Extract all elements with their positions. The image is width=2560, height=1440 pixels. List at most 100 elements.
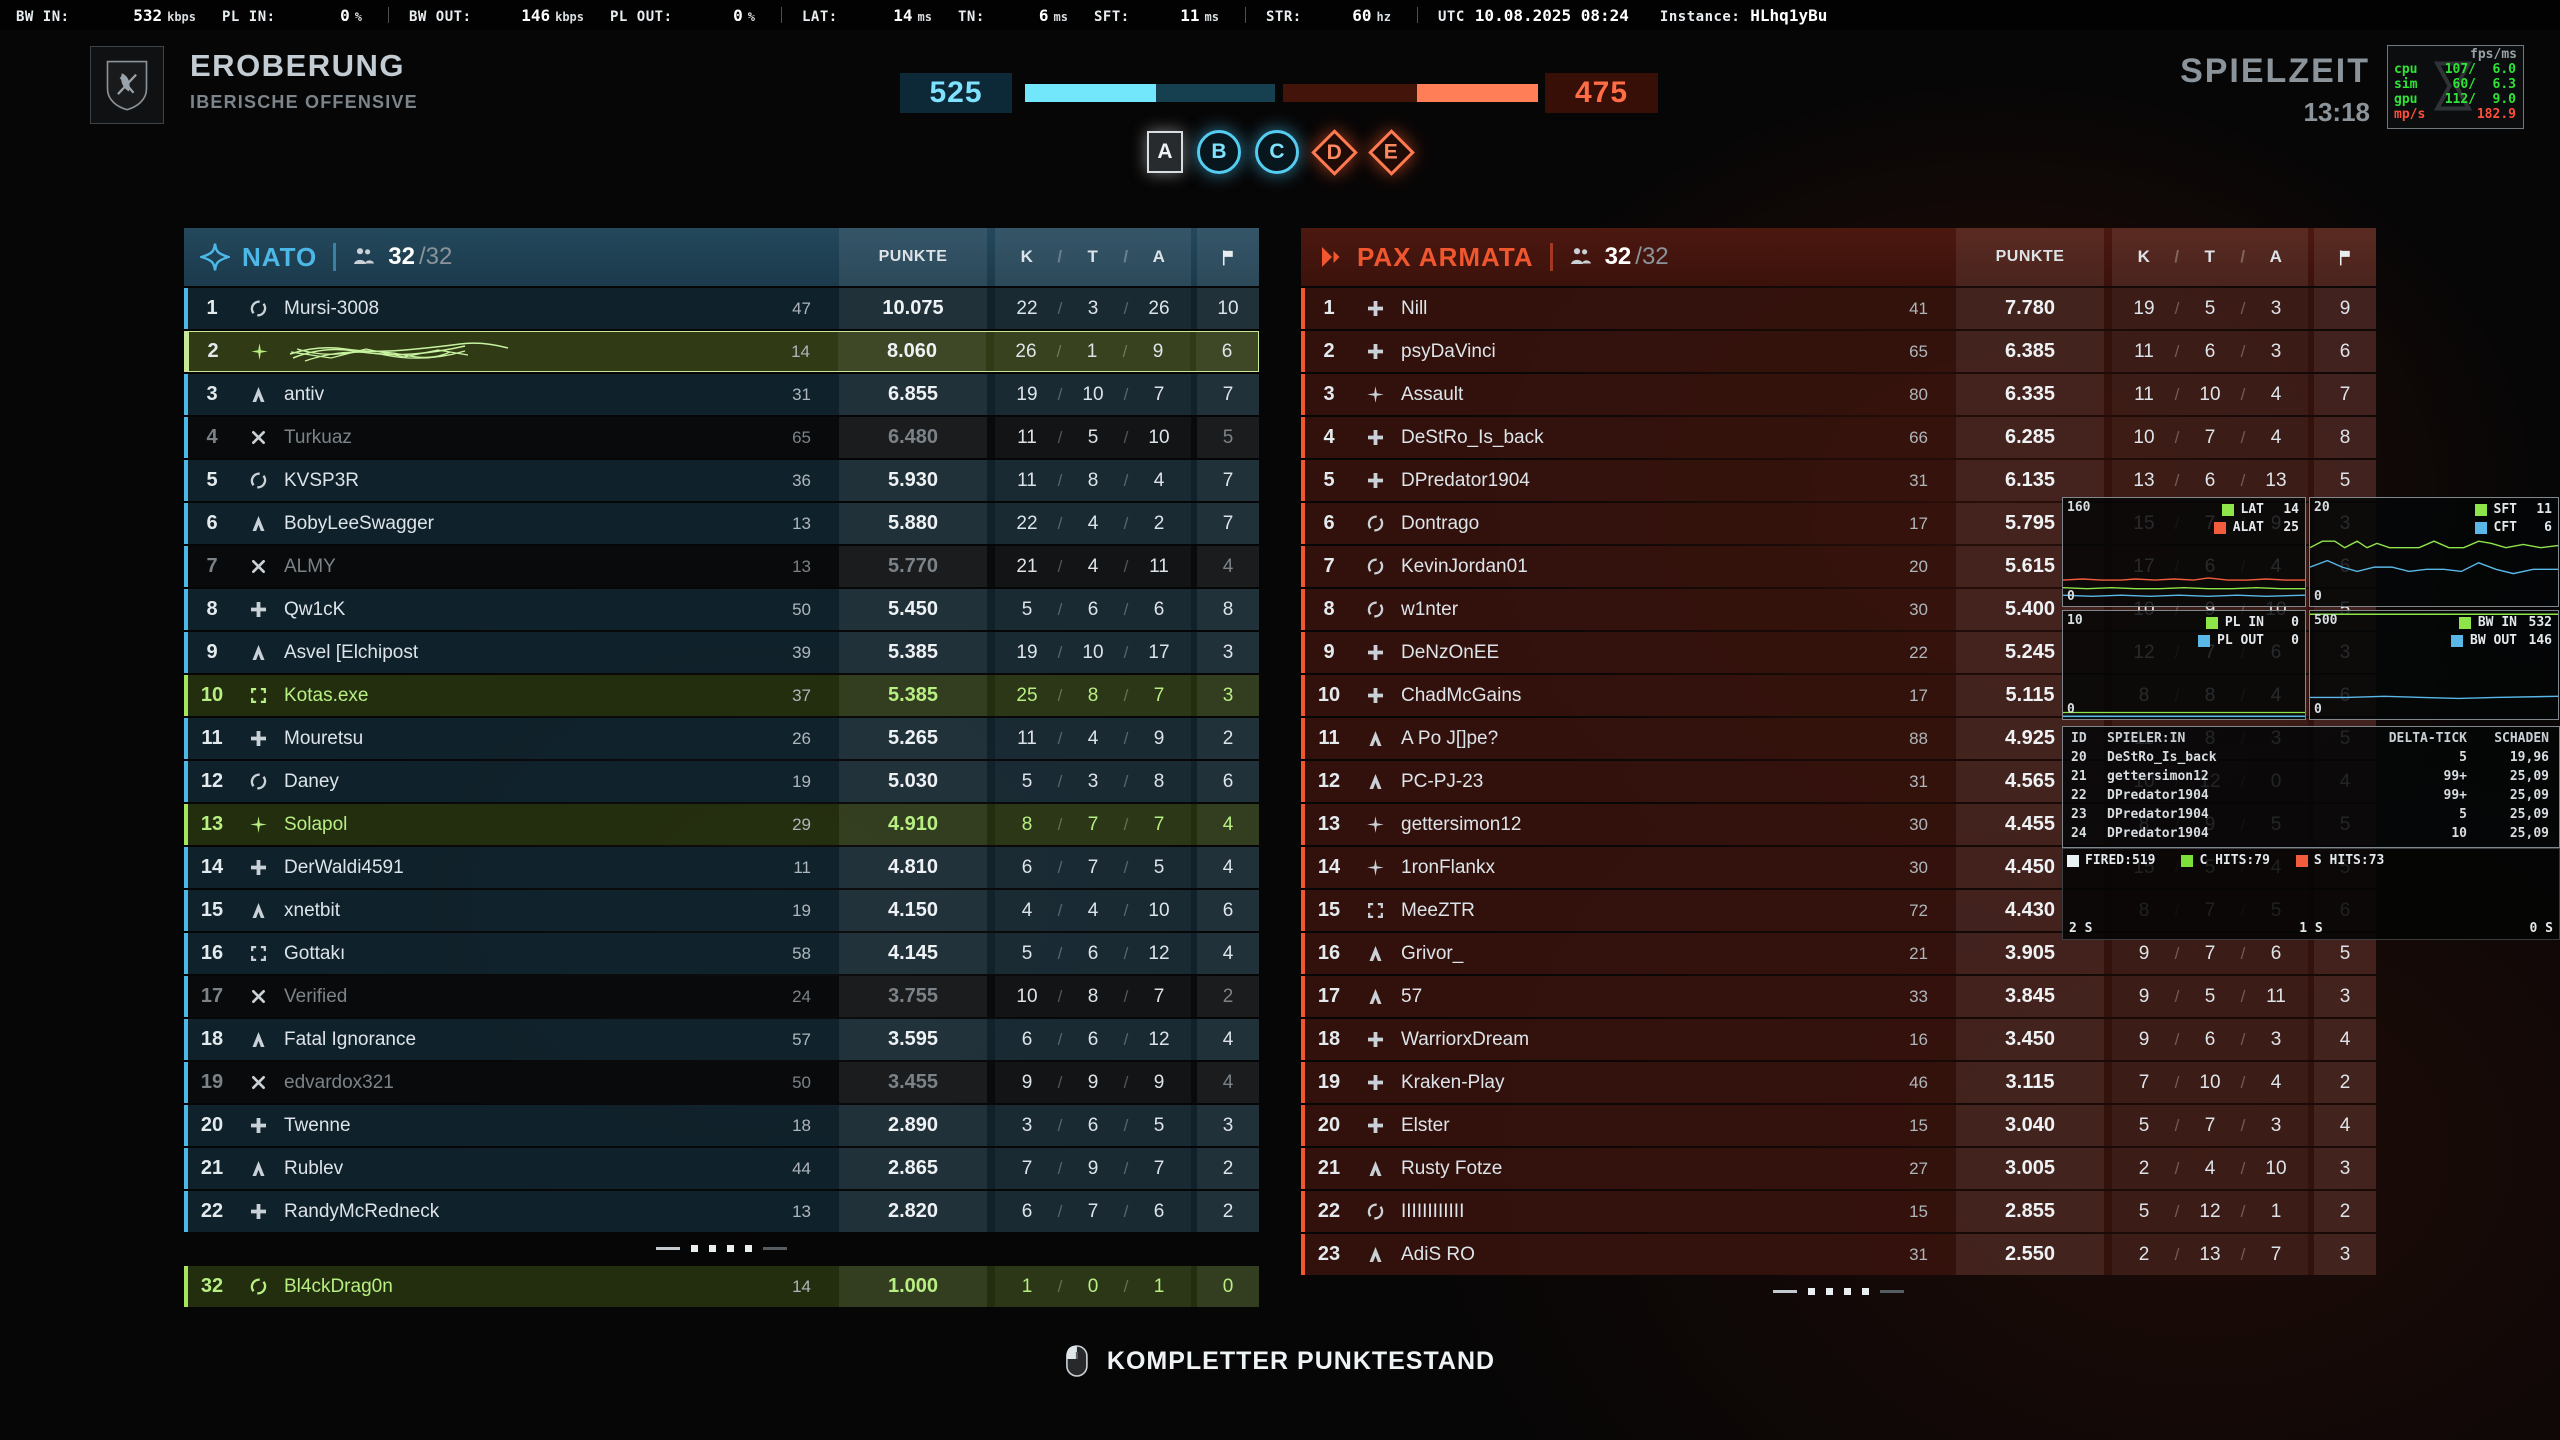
- player-row[interactable]: 13 Solapol 29 4.910 8/7/7 4: [184, 804, 1259, 845]
- hit-table-row: 22 DPredator1904 99+ 25,09: [2071, 788, 2549, 803]
- player-row[interactable]: 11 Mouretsu 26 5.265 11/4/9 2: [184, 718, 1259, 759]
- player-row[interactable]: 12 Daney 19 5.030 5/3/8 6: [184, 761, 1259, 802]
- player-row[interactable]: 22 RandyMcRedneck 13 2.820 6/7/6 2: [184, 1191, 1259, 1232]
- support-class-icon: [240, 1105, 276, 1146]
- nato-scroll-indicator[interactable]: [184, 1232, 1259, 1264]
- player-row[interactable]: 1 Mursi-3008 47 10.075 22/3/26 10: [184, 288, 1259, 329]
- players-icon: [1569, 245, 1593, 269]
- player-name: KVSP3R: [284, 469, 359, 491]
- player-row[interactable]: 21 Rublev 44 2.865 7/9/7 2: [184, 1148, 1259, 1189]
- player-row[interactable]: 14 DerWaldi4591 11 4.810 6/7/5 4: [184, 847, 1259, 888]
- kills-deaths-assists: 5/6/12: [995, 933, 1191, 974]
- assault-class-icon: [240, 1019, 276, 1060]
- player-row[interactable]: 2 psyDaVinci 65 6.385 11/6/3 6: [1301, 331, 2376, 372]
- player-name: edvardox321: [284, 1071, 394, 1093]
- player-row[interactable]: 2 14 8.060 26/1/9 6: [184, 331, 1259, 372]
- status-item: BW OUT: 146 kbps: [409, 5, 584, 25]
- player-row[interactable]: 3 antiv 31 6.855 19/10/7 7: [184, 374, 1259, 415]
- player-row[interactable]: 5 DPredator1904 31 6.135 13/6/13 5: [1301, 460, 2376, 501]
- player-points: 5.930: [839, 460, 987, 501]
- player-points: 5.880: [839, 503, 987, 544]
- playtime-block: SPIELZEIT 13:18: [2180, 52, 2370, 128]
- player-row[interactable]: 4 Turkuaz 65 6.480 11/5/10 5: [184, 417, 1259, 458]
- player-row[interactable]: 4 DeStRo_Is_back 66 6.285 10/7/4 8: [1301, 417, 2376, 458]
- assault-class-icon: [1357, 1148, 1393, 1189]
- player-row[interactable]: 20 Elster 15 3.040 5/7/3 4: [1301, 1105, 2376, 1146]
- player-row[interactable]: 3 Assault 80 6.335 11/10/4 7: [1301, 374, 2376, 415]
- full-scoreboard-hint[interactable]: KOMPLETTER PUNKTESTAND: [1065, 1344, 1495, 1378]
- player-row[interactable]: 20 Twenne 18 2.890 3/6/5 3: [184, 1105, 1259, 1146]
- player-row[interactable]: 17 57 33 3.845 9/5/11 3: [1301, 976, 2376, 1017]
- player-points: 6.135: [1956, 460, 2104, 501]
- kills-deaths-assists: 19/10/17: [995, 632, 1191, 673]
- player-points: 1.000: [839, 1266, 987, 1307]
- flag-c: C: [1255, 130, 1299, 174]
- player-level: 66: [1909, 427, 1928, 447]
- flag-captures: 2: [1197, 718, 1259, 759]
- player-rank: 15: [200, 899, 224, 921]
- flag-captures: 5: [2314, 460, 2376, 501]
- flag-d: D: [1311, 128, 1358, 176]
- jet-class-icon: [1357, 804, 1393, 845]
- player-level: 47: [792, 298, 811, 318]
- player-row[interactable]: 6 BobyLeeSwagger 13 5.880 22/4/2 7: [184, 503, 1259, 544]
- player-points: 6.285: [1956, 417, 2104, 458]
- flag-a: A: [1147, 131, 1183, 173]
- player-name: IIIIIIIIIIII: [1401, 1200, 1465, 1222]
- player-rank: 14: [1317, 856, 1341, 878]
- player-points: 4.910: [839, 804, 987, 845]
- player-rank: 22: [200, 1200, 224, 1222]
- gamemode-title: EROBERUNG: [190, 48, 406, 83]
- player-row[interactable]: 19 Kraken-Play 46 3.115 7/10/4 2: [1301, 1062, 2376, 1103]
- player-row[interactable]: 19 edvardox321 50 3.455 9/9/9 4: [184, 1062, 1259, 1103]
- player-name: [277, 332, 752, 371]
- player-row[interactable]: 22 IIIIIIIIIIII 15 2.855 5/12/1 2: [1301, 1191, 2376, 1232]
- support-class-icon: [240, 589, 276, 630]
- divider: [1549, 243, 1553, 271]
- player-row[interactable]: 15 xnetbit 19 4.150 4/4/10 6: [184, 890, 1259, 931]
- player-level: 17: [1909, 513, 1928, 533]
- player-count: 32: [388, 243, 415, 270]
- player-row[interactable]: 1 Nill 41 7.780 19/5/3 9: [1301, 288, 2376, 329]
- ticket-bar-right: [1283, 84, 1538, 102]
- player-name: gettersimon12: [1401, 813, 1522, 835]
- player-row[interactable]: 16 Gottakı 58 4.145 5/6/12 4: [184, 933, 1259, 974]
- player-name: Fatal Ignorance: [284, 1028, 417, 1050]
- player-row[interactable]: 23 AdiS RO 31 2.550 2/13/7 3: [1301, 1234, 2376, 1275]
- player-name: DeStRo_Is_back: [1401, 426, 1544, 448]
- player-row[interactable]: 18 Fatal Ignorance 57 3.595 6/6/12 4: [184, 1019, 1259, 1060]
- player-level: 20: [1909, 556, 1928, 576]
- player-rank: 12: [200, 770, 224, 792]
- player-row[interactable]: 32 Bl4ckDrag0n 14 1.000 1/0/1 0: [184, 1266, 1259, 1307]
- player-row[interactable]: 10 Kotas.exe 37 5.385 25/8/7 3: [184, 675, 1259, 716]
- player-row[interactable]: 18 WarriorxDream 16 3.450 9/6/3 4: [1301, 1019, 2376, 1060]
- kills-deaths-assists: 5/6/6: [995, 589, 1191, 630]
- player-row[interactable]: 8 Qw1cK 50 5.450 5/6/6 8: [184, 589, 1259, 630]
- player-name: Rusty Fotze: [1401, 1157, 1503, 1179]
- player-row[interactable]: 7 ALMY 13 5.770 21/4/11 4: [184, 546, 1259, 587]
- flag-captures: 4: [1197, 847, 1259, 888]
- player-row[interactable]: 9 Asvel [Elchipost 39 5.385 19/10/17 3: [184, 632, 1259, 673]
- support-class-icon: [1357, 288, 1393, 329]
- player-row[interactable]: 17 Verified 24 3.755 10/8/7 2: [184, 976, 1259, 1017]
- player-row[interactable]: 21 Rusty Fotze 27 3.005 2/4/10 3: [1301, 1148, 2376, 1189]
- kills-deaths-assists: 21/4/11: [995, 546, 1191, 587]
- player-points: 5.385: [839, 675, 987, 716]
- kills-deaths-assists: 25/8/7: [995, 675, 1191, 716]
- assault-class-icon: [240, 890, 276, 931]
- player-level: 50: [792, 1072, 811, 1092]
- player-row[interactable]: 5 KVSP3R 36 5.930 11/8/4 7: [184, 460, 1259, 501]
- player-points: 3.115: [1956, 1062, 2104, 1103]
- pax-scroll-indicator[interactable]: [1301, 1275, 2376, 1307]
- player-points: 5.030: [839, 761, 987, 802]
- player-level: 30: [1909, 814, 1928, 834]
- kills-deaths-assists: 7/10/4: [2112, 1062, 2308, 1103]
- player-max: /32: [1635, 243, 1669, 270]
- assault-class-icon: [240, 503, 276, 544]
- player-rank: 32: [200, 1275, 224, 1297]
- full-scoreboard-label: KOMPLETTER PUNKTESTAND: [1106, 1346, 1496, 1375]
- jet-class-icon: [1357, 374, 1393, 415]
- kills-deaths-assists: 13/6/13: [2112, 460, 2308, 501]
- player-rank: 3: [206, 383, 218, 405]
- player-level: 31: [1909, 1244, 1928, 1264]
